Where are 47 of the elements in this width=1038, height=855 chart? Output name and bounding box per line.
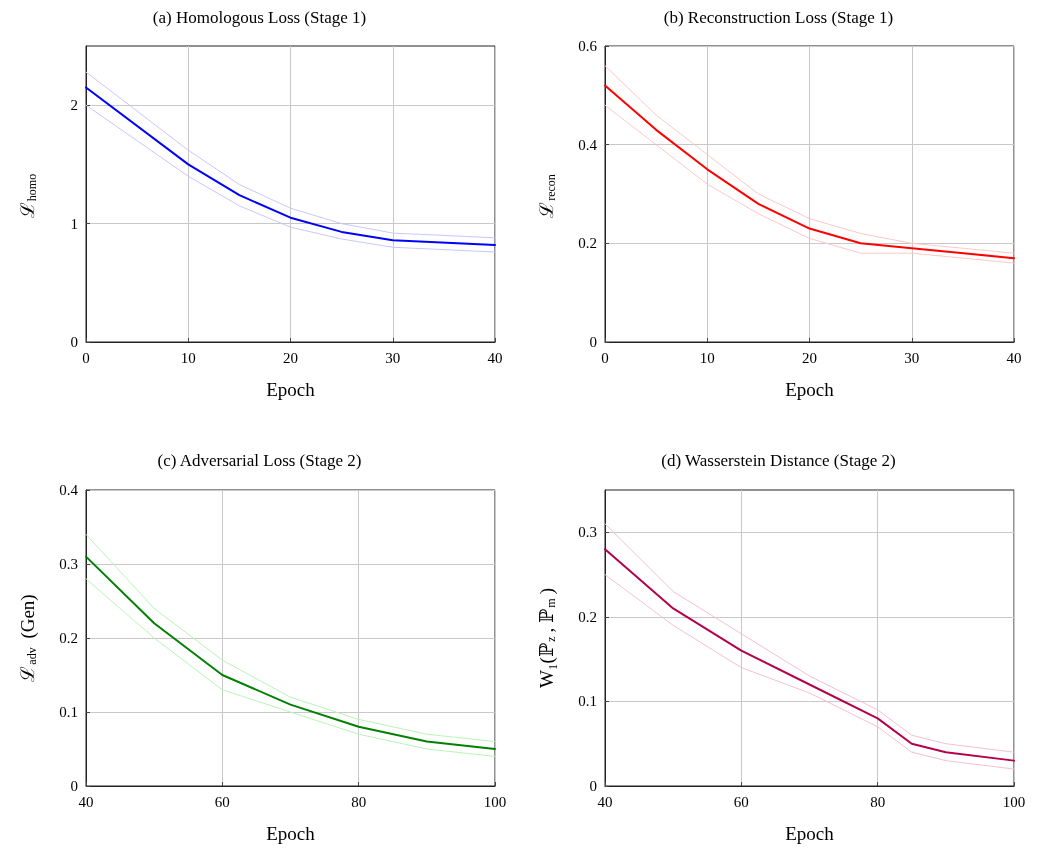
x-tick-label: 20 bbox=[802, 349, 817, 366]
y-tick-label: 0 bbox=[70, 334, 78, 350]
y-tick-label: 0 bbox=[589, 778, 597, 794]
x-axis-title: Epoch bbox=[266, 379, 316, 400]
chart-title: (d) Wasserstein Distance (Stage 2) bbox=[661, 451, 896, 470]
y-tick-label: 0.2 bbox=[578, 235, 597, 252]
x-tick-label: 60 bbox=[214, 793, 230, 810]
y-tick-label: 0 bbox=[589, 334, 597, 350]
x-tick-label: 60 bbox=[733, 793, 749, 810]
x-tick-label: 100 bbox=[1002, 793, 1026, 810]
line-series bbox=[604, 574, 1015, 770]
x-axis-title: Epoch bbox=[266, 823, 316, 844]
y-tick-label: 1 bbox=[70, 215, 78, 232]
x-axis-title: Epoch bbox=[785, 823, 835, 844]
x-tick-label: 20 bbox=[283, 349, 298, 366]
y-tick-label: 0.3 bbox=[578, 524, 597, 541]
y-axis-title: ℒadv (Gen) bbox=[16, 594, 39, 682]
chart-title: (a) Homologous Loss (Stage 1) bbox=[152, 8, 367, 27]
y-tick-label: 0.3 bbox=[59, 556, 78, 572]
x-tick-label: 40 bbox=[78, 793, 94, 810]
y-tick-label: 0.4 bbox=[59, 482, 79, 498]
x-tick-label: 40 bbox=[597, 793, 613, 810]
y-tick-label: 0.6 bbox=[578, 38, 598, 54]
y-tick-label: 0.1 bbox=[578, 693, 597, 710]
y-axis-title: W₁(ℙz, ℙm) bbox=[535, 588, 558, 688]
y-tick-label: 0 bbox=[70, 778, 78, 794]
x-tick-label: 40 bbox=[487, 349, 503, 366]
y-axis-title: ℒhomo bbox=[16, 173, 39, 219]
x-tick-label: 10 bbox=[699, 349, 715, 366]
chart-title: (c) Adversarial Loss (Stage 2) bbox=[157, 451, 362, 470]
y-tick-label: 2 bbox=[70, 97, 78, 114]
y-tick-label: 0.2 bbox=[578, 608, 597, 625]
chart-title: (b) Reconstruction Loss (Stage 1) bbox=[663, 8, 894, 27]
x-tick-label: 0 bbox=[82, 349, 90, 366]
x-tick-label: 80 bbox=[351, 793, 367, 810]
x-tick-label: 0 bbox=[601, 349, 609, 366]
x-tick-label: 100 bbox=[483, 793, 507, 810]
y-tick-label: 0.4 bbox=[578, 136, 598, 153]
y-tick-label: 0.2 bbox=[59, 630, 78, 646]
y-axis-title: ℒrecon bbox=[535, 174, 558, 218]
x-axis-title: Epoch bbox=[785, 379, 835, 400]
x-tick-label: 30 bbox=[385, 349, 401, 366]
x-tick-label: 30 bbox=[904, 349, 920, 366]
x-tick-label: 80 bbox=[870, 793, 886, 810]
y-tick-label: 0.1 bbox=[59, 704, 78, 720]
x-tick-label: 40 bbox=[1006, 349, 1022, 366]
x-tick-label: 10 bbox=[180, 349, 196, 366]
